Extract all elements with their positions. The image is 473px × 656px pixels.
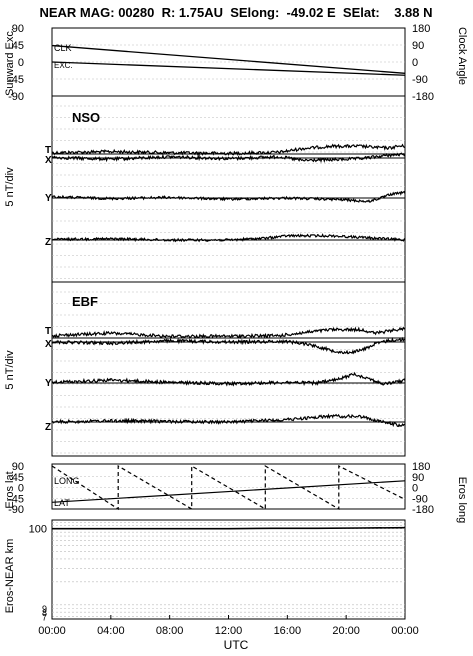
trace-layer [51,44,406,530]
eros-ylabel-right: Eros long [456,477,468,523]
x-tick-label: 00:00 [391,625,419,637]
lat-trace-label: LAT [54,498,70,508]
x-tick-label: 12:00 [215,625,243,637]
eros-right-tick-label: 180 [412,461,430,473]
orientation-left-tick-label: 90 [12,23,24,35]
ebf-series-x [51,336,406,355]
eros-left-tick-label: 0 [18,483,24,495]
dist-ylabel: Eros-NEAR km [4,539,16,614]
ebf-series-t [51,326,406,340]
dist-tick-label: 8 [42,608,47,618]
panel-distance-frame [51,519,406,620]
eros-left-tick-label: 45 [12,472,24,484]
tick-layer: 90450-45-90180900-90-18090450-45-9018090… [8,23,434,637]
eros-series-lat [51,480,406,503]
eros-left-tick-label: 90 [12,461,24,473]
ebf-ylabel: 5 nT/div [4,350,16,390]
dist-tick-label: 9 [42,604,47,614]
ebf-panel-title: EBF [72,294,98,309]
eros-left-tick-label: -90 [8,504,24,516]
ebf-label-z: Z [45,422,51,433]
eros-series-long [51,464,406,511]
orientation-right-tick-label: -180 [412,91,434,103]
eros-ylabel-left: Eros lat [4,471,16,508]
nso-label-y: Y [45,193,52,204]
nso-series-x [51,152,406,164]
x-axis-label: UTC [224,638,249,652]
x-tick-label: 20:00 [332,625,360,637]
dist-tick-label: 7 [42,613,47,623]
orientation-left-tick-label: 45 [12,40,24,52]
orientation-left-tick-label: 0 [18,57,24,69]
figure-title: NEAR MAG: 00280 R: 1.75AU SElong: -49.02… [39,5,432,20]
eros-right-tick-label: 90 [412,472,424,484]
nso-series-t [51,143,406,157]
dist-series-eros-near [52,526,406,530]
nso-label-z: Z [45,237,51,248]
panel1-ylabel-left: Sunward Exc. [4,28,16,96]
eros-right-tick-label: 0 [412,483,418,495]
exc-trace-label: EXC. [54,61,73,70]
eros-right-tick-label: -90 [412,493,428,505]
ebf-label-x: X [45,339,52,350]
orientation-series-clk [51,44,406,74]
panel1-ylabel-right: Clock Angle [456,27,468,85]
orientation-left-tick-label: -45 [8,74,24,86]
x-tick-label: 00:00 [38,625,66,637]
panel-nso-frame [51,95,406,283]
orientation-right-tick-label: 180 [412,23,430,35]
nso-panel-title: NSO [72,110,100,125]
ebf-series-z [51,413,406,428]
clk-trace-label: CLK [54,43,72,53]
nso-label-t: T [45,145,51,156]
eros-left-tick-label: -45 [8,493,24,505]
orientation-right-tick-label: 0 [412,57,418,69]
ebf-series-y [51,371,406,387]
ebf-label-t: T [45,326,51,337]
orientation-series-exc [51,61,406,76]
orientation-left-tick-label: -90 [8,91,24,103]
ebf-label-y: Y [45,378,52,389]
nso-label-x: X [45,155,52,166]
orientation-right-tick-label: 90 [412,40,424,52]
eros-right-tick-label: -180 [412,504,434,516]
x-tick-label: 16:00 [274,625,302,637]
x-tick-label: 08:00 [156,625,184,637]
long-trace-label: LONG [54,476,80,486]
nso-ylabel: 5 nT/div [4,167,16,207]
orientation-right-tick-label: -90 [412,74,428,86]
nso-series-z [51,233,406,243]
dist-tick-label: 100 [29,524,47,536]
panel-eros-frame [51,463,406,510]
panel-eros-frame-full [52,464,405,509]
panel-ebf-frame [51,281,406,457]
nso-series-y [51,190,406,203]
x-tick-label: 04:00 [97,625,125,637]
